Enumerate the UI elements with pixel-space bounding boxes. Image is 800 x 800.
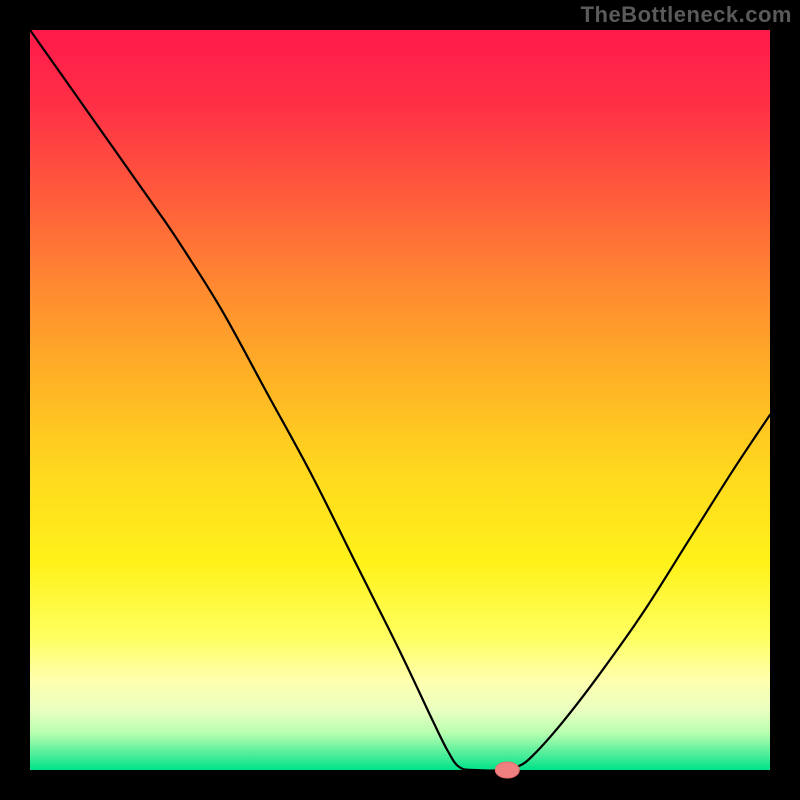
optimal-point-marker (495, 762, 519, 778)
bottleneck-chart (0, 0, 800, 800)
chart-background (30, 30, 770, 770)
